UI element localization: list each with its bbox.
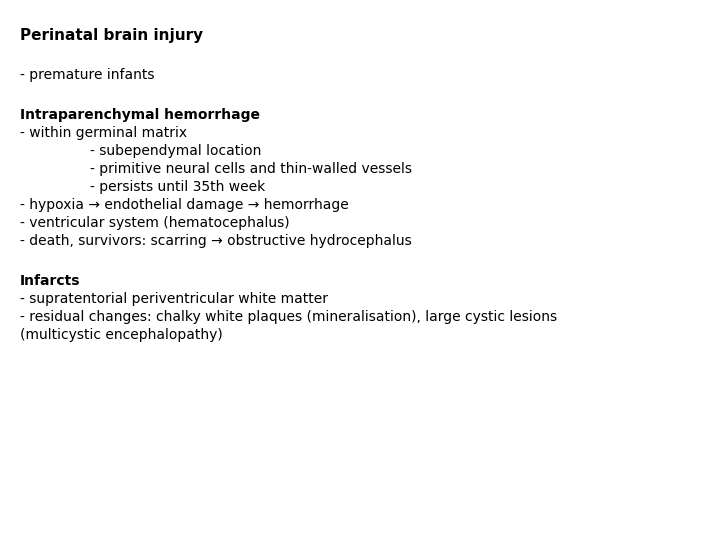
Text: - hypoxia → endothelial damage → hemorrhage: - hypoxia → endothelial damage → hemorrh… — [20, 198, 348, 212]
Text: - supratentorial periventricular white matter: - supratentorial periventricular white m… — [20, 292, 328, 306]
Text: (multicystic encephalopathy): (multicystic encephalopathy) — [20, 328, 222, 342]
Text: - primitive neural cells and thin-walled vessels: - primitive neural cells and thin-walled… — [90, 162, 412, 176]
Text: Intraparenchymal hemorrhage: Intraparenchymal hemorrhage — [20, 108, 260, 122]
Text: - residual changes: chalky white plaques (mineralisation), large cystic lesions: - residual changes: chalky white plaques… — [20, 310, 557, 324]
Text: Infarcts: Infarcts — [20, 274, 81, 288]
Text: - premature infants: - premature infants — [20, 68, 155, 82]
Text: - ventricular system (hematocephalus): - ventricular system (hematocephalus) — [20, 216, 289, 230]
Text: - persists until 35th week: - persists until 35th week — [90, 180, 265, 194]
Text: - death, survivors: scarring → obstructive hydrocephalus: - death, survivors: scarring → obstructi… — [20, 234, 412, 248]
Text: - within germinal matrix: - within germinal matrix — [20, 126, 187, 140]
Text: Perinatal brain injury: Perinatal brain injury — [20, 28, 203, 43]
Text: - subependymal location: - subependymal location — [90, 144, 261, 158]
